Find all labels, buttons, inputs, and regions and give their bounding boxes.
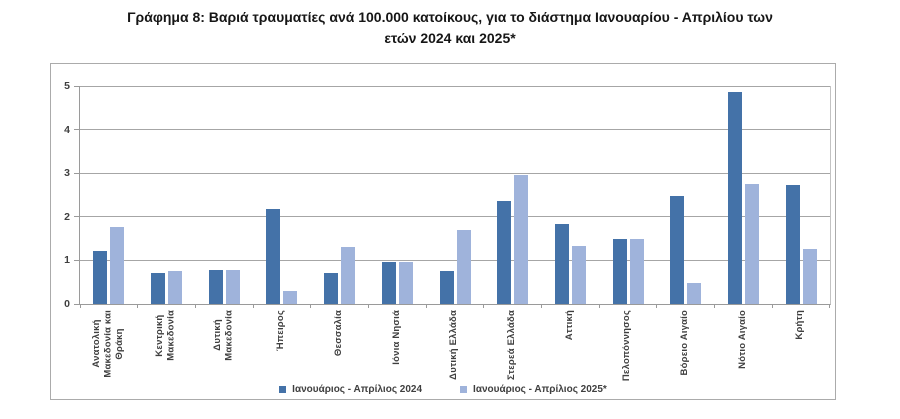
chart-frame: 0 1 2 3 4 5 Ανατολική Μακεδονία και Θράκη Κεντ…	[50, 63, 836, 400]
y-axis-tick-label: 3	[64, 167, 70, 180]
bar-series-2	[456, 229, 471, 304]
y-axis-tick-label: 1	[64, 254, 70, 267]
x-axis-tick	[714, 304, 716, 308]
plot-area	[79, 85, 831, 308]
bar-series-1	[266, 209, 281, 304]
bar-series-1	[497, 201, 512, 304]
legend-item-2: Ιανουάριος - Απρίλιος 2025*	[460, 384, 607, 395]
x-axis-tick	[367, 304, 369, 308]
x-axis-label: Αττική	[541, 310, 599, 390]
x-axis-label-text: Στερεά Ελλάδα	[505, 310, 517, 380]
bar-series-2	[687, 283, 702, 304]
bar-series-1	[324, 273, 339, 304]
bar-series-1	[727, 91, 742, 304]
x-axis-label-text: Δυτική Ελλάδα	[448, 310, 460, 380]
bar-series-1	[381, 261, 396, 304]
x-axis-label-text: Ανατολική Μακεδονία και Θράκη	[90, 310, 125, 378]
x-axis-tick	[656, 304, 658, 308]
x-axis-label-text: Νότιο Αιγαίο	[736, 310, 748, 369]
x-axis-label: Κρήτη	[771, 310, 829, 390]
x-axis-label: Δυτική Ελλάδα	[425, 310, 483, 390]
x-axis-tick	[829, 304, 830, 308]
bar-series-2	[398, 261, 413, 304]
x-axis-tick	[483, 304, 485, 308]
chart-title-line-2: ετών 2024 και 2025*	[384, 30, 516, 46]
legend-label: Ιανουάριος - Απρίλιος 2024	[292, 383, 423, 395]
x-axis-tick	[137, 304, 139, 308]
x-axis-label-text: Δυτική Μακεδονία	[211, 310, 235, 361]
y-axis-tick	[74, 85, 79, 87]
y-axis-tick	[74, 259, 79, 261]
x-axis-label-text: Θεσσαλία	[332, 310, 344, 357]
bar-series-1	[439, 270, 454, 304]
x-axis-label: Ιόνια Νησιά	[367, 310, 425, 390]
bar-series-2	[225, 269, 240, 304]
bar-series-1	[612, 239, 627, 304]
gridline	[80, 172, 830, 174]
x-axis-label-text: Ιόνια Νησιά	[390, 310, 402, 365]
x-axis-tick	[541, 304, 543, 308]
x-axis-tick	[194, 304, 196, 308]
gridline	[80, 259, 830, 261]
y-axis-tick-label: 2	[64, 210, 70, 223]
legend-label: Ιανουάριος - Απρίλιος 2025*	[473, 383, 607, 395]
x-axis-label: Ανατολική Μακεδονία και Θράκη	[79, 310, 137, 390]
y-axis-tick	[74, 216, 79, 218]
bar-series-1	[554, 224, 569, 304]
x-axis-tick	[79, 304, 81, 308]
bar-series-2	[514, 175, 529, 304]
x-axis-label-text: Ήπειρος	[275, 310, 287, 352]
x-axis-tick	[771, 304, 773, 308]
x-axis-label: Στερεά Ελλάδα	[483, 310, 541, 390]
y-axis-tick-label: 5	[64, 80, 70, 92]
x-axis-label-text: Αττική	[563, 310, 575, 341]
bar-series-2	[629, 239, 644, 304]
gridline	[80, 216, 830, 218]
legend-item-1: Ιανουάριος - Απρίλιος 2024	[279, 384, 422, 395]
y-axis-tick-label: 4	[64, 123, 70, 136]
x-axis-label: Ήπειρος	[252, 310, 310, 390]
x-axis-label: Πελοπόννησος	[598, 310, 656, 390]
bar-series-2	[283, 291, 298, 304]
bar-series-2	[341, 246, 356, 304]
x-axis-label-text: Κεντρική Μακεδονία	[154, 310, 177, 361]
x-axis-label-text: Πελοπόννησος	[621, 310, 633, 382]
bar-series-1	[785, 185, 800, 304]
bar-series-1	[93, 250, 108, 304]
y-axis-labels: 0 1 2 3 4 5	[51, 80, 79, 310]
x-axis-label-text: Βόρειο Αιγαίο	[679, 310, 691, 376]
bar-series-1	[151, 273, 166, 304]
bar-series-1	[670, 196, 685, 304]
bar-series-1	[208, 269, 223, 304]
y-axis-tick	[74, 172, 79, 174]
x-axis-tick	[310, 304, 312, 308]
x-axis-label: Δυτική Μακεδονία	[194, 310, 252, 390]
x-axis-label-text: Κρήτη	[794, 310, 806, 340]
bar-series-2	[802, 248, 817, 304]
x-axis-label: Βόρειο Αιγαίο	[656, 310, 714, 390]
x-axis-tick	[598, 304, 600, 308]
bar-series-2	[571, 246, 586, 304]
x-axis-label: Κεντρική Μακεδονία	[137, 310, 195, 390]
chart-title-line-1: Γράφημα 8: Βαριά τραυματίες ανά 100.000 …	[127, 9, 773, 25]
bar-series-2	[168, 270, 183, 304]
chart-title: Γράφημα 8: Βαριά τραυματίες ανά 100.000 …	[0, 7, 900, 49]
gridline	[80, 129, 830, 131]
x-axis-tick	[425, 304, 427, 308]
gridline	[80, 85, 830, 87]
legend-swatch	[279, 385, 287, 393]
bar-series-2	[110, 227, 125, 304]
x-axis-label: Νότιο Αιγαίο	[714, 310, 772, 390]
bar-series-2	[744, 184, 759, 304]
y-axis-tick	[74, 129, 79, 131]
legend: Ιανουάριος - Απρίλιος 2024 Ιανουάριος - Α…	[51, 382, 835, 396]
x-axis-tick	[252, 304, 254, 308]
x-axis-label: Θεσσαλία	[310, 310, 368, 390]
legend-swatch	[460, 385, 468, 393]
y-axis-tick	[74, 303, 79, 305]
y-axis-tick-label: 0	[64, 298, 70, 310]
x-axis-labels: Ανατολική Μακεδονία και Θράκη Κεντρική Μα…	[79, 310, 829, 390]
